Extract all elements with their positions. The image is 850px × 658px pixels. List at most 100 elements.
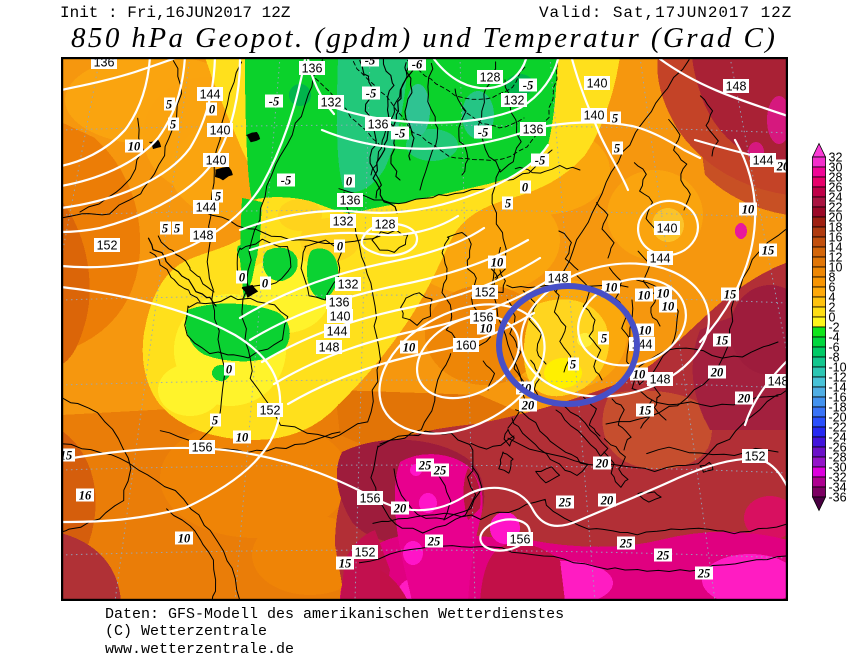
svg-text:-26: -26: [829, 441, 847, 455]
svg-text:128: 128: [375, 218, 396, 232]
svg-text:22: 22: [829, 201, 843, 215]
svg-text:144: 144: [650, 252, 671, 266]
svg-text:-4: -4: [829, 331, 840, 345]
svg-text:0: 0: [829, 311, 836, 325]
svg-text:-5: -5: [523, 79, 533, 93]
svg-text:-10: -10: [829, 361, 847, 375]
svg-text:0: 0: [522, 181, 529, 195]
svg-text:-30: -30: [829, 461, 847, 475]
svg-text:10: 10: [491, 256, 504, 270]
svg-text:26: 26: [829, 181, 843, 195]
svg-text:5: 5: [174, 222, 180, 236]
svg-text:5: 5: [170, 118, 176, 132]
svg-text:148: 148: [726, 80, 747, 94]
svg-text:6: 6: [829, 281, 836, 295]
svg-text:12: 12: [829, 251, 843, 265]
svg-text:5: 5: [162, 222, 168, 236]
svg-text:16: 16: [829, 231, 843, 245]
svg-text:0: 0: [226, 363, 233, 377]
svg-text:-8: -8: [829, 351, 840, 365]
svg-text:10: 10: [480, 322, 493, 336]
svg-text:152: 152: [97, 239, 118, 253]
svg-text:15: 15: [724, 288, 737, 302]
svg-text:148: 148: [319, 341, 340, 355]
svg-text:32: 32: [829, 151, 843, 165]
svg-text:144: 144: [753, 154, 774, 168]
svg-text:18: 18: [829, 221, 843, 235]
svg-text:10: 10: [657, 287, 670, 301]
svg-text:-28: -28: [829, 451, 847, 465]
svg-text:10: 10: [128, 140, 141, 154]
svg-text:152: 152: [475, 286, 496, 300]
svg-text:144: 144: [196, 201, 217, 215]
svg-text:20: 20: [710, 366, 724, 380]
svg-text:136: 136: [94, 57, 115, 70]
svg-text:30: 30: [829, 161, 843, 175]
svg-text:-36: -36: [829, 491, 847, 505]
svg-text:20: 20: [521, 399, 535, 413]
svg-text:-16: -16: [829, 391, 847, 405]
svg-text:10: 10: [662, 300, 675, 314]
svg-text:152: 152: [355, 546, 376, 560]
svg-text:10: 10: [633, 368, 646, 382]
svg-text:-5: -5: [281, 174, 291, 188]
svg-text:5: 5: [505, 197, 511, 211]
svg-text:-22: -22: [829, 421, 847, 435]
svg-text:10: 10: [178, 532, 191, 546]
svg-text:128: 128: [480, 71, 501, 85]
svg-text:15: 15: [61, 449, 72, 463]
svg-text:-5: -5: [365, 57, 375, 68]
svg-text:156: 156: [360, 492, 381, 506]
svg-text:0: 0: [346, 175, 353, 189]
svg-text:160: 160: [456, 339, 477, 353]
svg-text:140: 140: [210, 124, 231, 138]
svg-text:148: 148: [548, 272, 569, 286]
svg-text:-5: -5: [478, 126, 488, 140]
svg-text:20: 20: [776, 160, 788, 174]
svg-text:148: 148: [650, 373, 671, 387]
svg-text:0: 0: [337, 240, 344, 254]
svg-text:5: 5: [215, 190, 221, 204]
svg-text:10: 10: [829, 261, 843, 275]
svg-text:-2: -2: [829, 321, 840, 335]
svg-text:25: 25: [418, 459, 432, 473]
svg-text:132: 132: [333, 215, 354, 229]
svg-text:148: 148: [768, 375, 788, 389]
svg-text:25: 25: [558, 496, 572, 510]
svg-text:5: 5: [166, 98, 172, 112]
svg-text:25: 25: [619, 537, 633, 551]
svg-text:0: 0: [209, 103, 216, 117]
svg-text:140: 140: [584, 109, 605, 123]
svg-text:144: 144: [200, 88, 221, 102]
svg-text:8: 8: [829, 271, 836, 285]
svg-text:16: 16: [79, 489, 92, 503]
svg-text:152: 152: [260, 404, 281, 418]
svg-text:136: 136: [368, 118, 389, 132]
svg-text:5: 5: [601, 332, 607, 346]
svg-text:4: 4: [829, 291, 836, 305]
svg-text:20: 20: [737, 392, 751, 406]
svg-text:136: 136: [329, 296, 350, 310]
svg-text:-32: -32: [829, 471, 847, 485]
svg-text:144: 144: [327, 325, 348, 339]
svg-text:140: 140: [330, 310, 351, 324]
svg-text:15: 15: [639, 404, 652, 418]
svg-text:25: 25: [656, 549, 670, 563]
svg-text:25: 25: [697, 567, 711, 581]
svg-text:10: 10: [605, 281, 618, 295]
svg-text:-5: -5: [366, 87, 376, 101]
svg-text:0: 0: [239, 271, 246, 285]
svg-text:-5: -5: [395, 127, 405, 141]
svg-text:152: 152: [745, 450, 766, 464]
svg-text:10: 10: [236, 431, 249, 445]
svg-text:5: 5: [570, 358, 576, 372]
svg-text:140: 140: [657, 222, 678, 236]
svg-text:5: 5: [614, 142, 620, 156]
svg-text:136: 136: [340, 194, 361, 208]
svg-text:-24: -24: [829, 431, 847, 445]
svg-text:14: 14: [829, 241, 843, 255]
svg-text:-20: -20: [829, 411, 847, 425]
svg-text:20: 20: [600, 494, 614, 508]
svg-text:5: 5: [612, 112, 618, 126]
svg-text:-34: -34: [829, 481, 847, 495]
